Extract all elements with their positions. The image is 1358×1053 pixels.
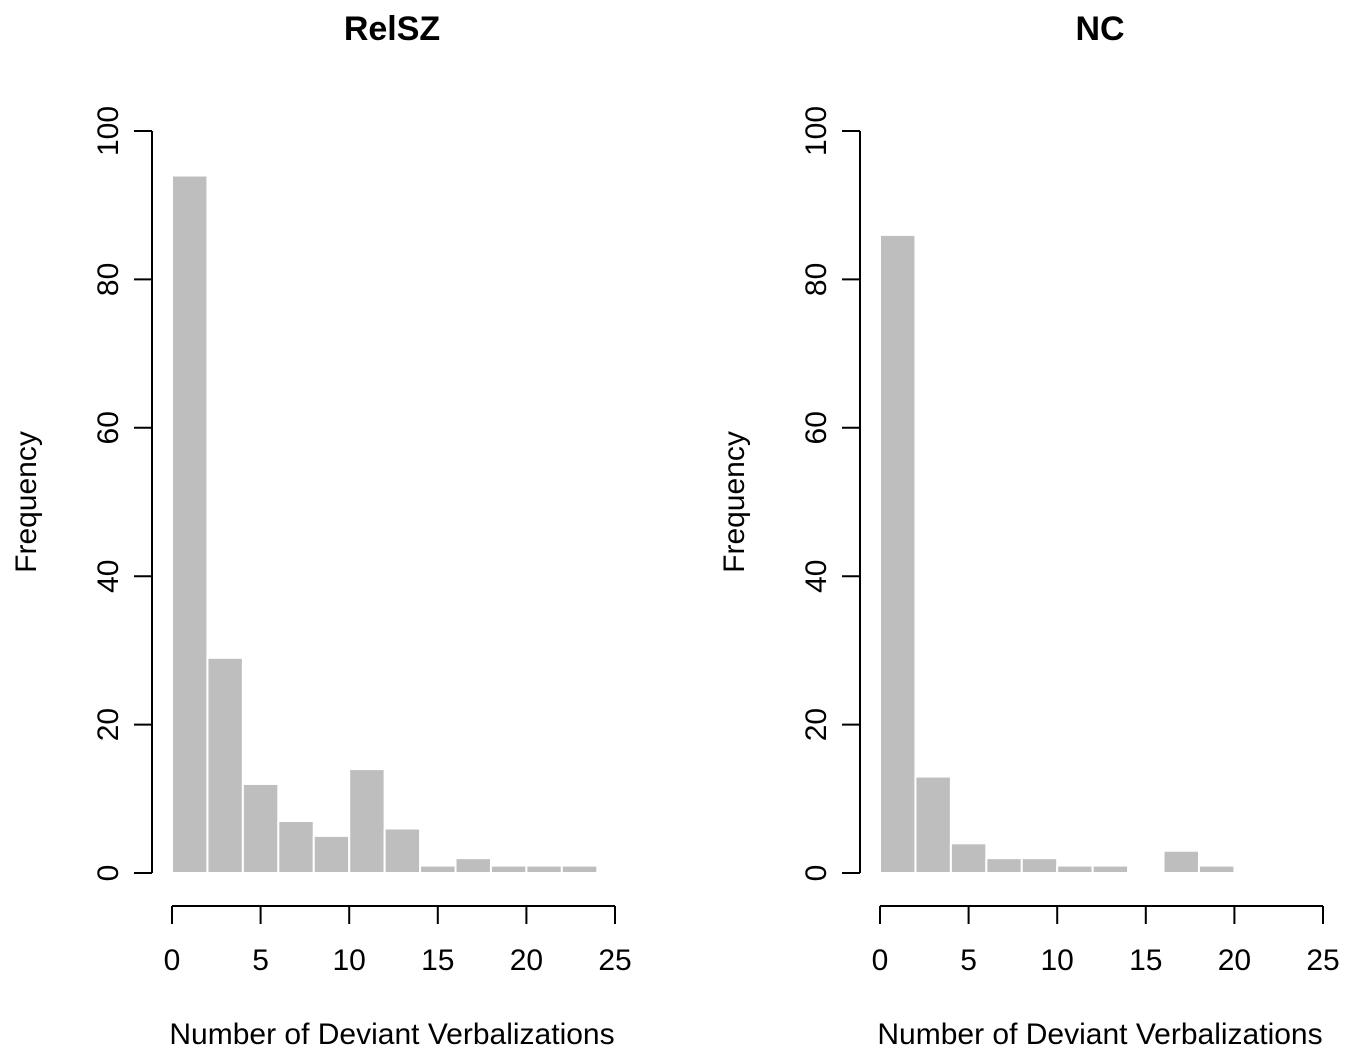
nc-x-tick-label-10: 10	[1041, 944, 1074, 977]
nc-x-axis: 0 5 10 15 20 25	[872, 905, 1340, 977]
relsz-x-axis-label: Number of Deviant Verbalizations	[169, 1018, 614, 1051]
nc-bar-8-10	[1020, 857, 1059, 874]
nc-x-tick-label-25: 25	[1306, 944, 1339, 977]
relsz-bar-8-10	[312, 834, 351, 875]
nc-x-tick-label-20: 20	[1218, 944, 1251, 977]
relsz-bar-20-22	[525, 864, 563, 875]
relsz-y-tick-label-20: 20	[92, 708, 125, 741]
relsz-bar-16-18	[454, 857, 492, 874]
relsz-y-tick-label-100: 100	[92, 106, 125, 156]
nc-x-tick-label-15: 15	[1129, 944, 1162, 977]
relsz-bar-12-14	[383, 827, 422, 874]
nc-x-tick-label-5: 5	[960, 944, 977, 977]
nc-x-axis-label: Number of Deviant Verbalizations	[877, 1018, 1322, 1051]
nc-x-tick-label-0: 0	[872, 944, 889, 977]
relsz-x-axis: 0 5 10 15 20 25	[164, 905, 632, 977]
relsz-bar-0-2	[171, 174, 209, 874]
nc-bar-6-8	[985, 857, 1023, 874]
nc-y-tick-label-60: 60	[800, 411, 833, 444]
nc-y-tick-label-20: 20	[800, 708, 833, 741]
relsz-bar-4-6	[241, 782, 280, 875]
relsz-chart-title: RelSZ	[344, 10, 440, 48]
nc-bar-2-4	[914, 775, 952, 874]
relsz-y-axis-label: Frequency	[10, 431, 43, 573]
relsz-x-tick-label-25: 25	[598, 944, 631, 977]
relsz-bar-2-4	[206, 656, 244, 874]
nc-y-axis-label: Frequency	[718, 431, 751, 573]
relsz-x-tick-label-20: 20	[510, 944, 543, 977]
nc-bars	[879, 233, 1236, 875]
nc-y-tick-label-80: 80	[800, 263, 833, 296]
relsz-bars	[171, 174, 599, 875]
nc-y-axis: 0 20 40 60 80 100	[800, 106, 861, 882]
relsz-x-tick-label-15: 15	[421, 944, 454, 977]
nc-bar-0-2	[879, 233, 917, 874]
nc-bar-4-6	[949, 842, 988, 875]
relsz-y-tick-label-0: 0	[92, 865, 125, 882]
relsz-y-tick-label-40: 40	[92, 560, 125, 593]
nc-chart-title: NC	[1075, 10, 1124, 48]
relsz-bar-6-8	[277, 820, 315, 874]
relsz-bar-18-20	[489, 864, 528, 875]
nc-y-tick-label-100: 100	[800, 106, 833, 156]
relsz-x-tick-label-0: 0	[164, 944, 181, 977]
relsz-histogram-panel: RelSZ Frequency Number of Deviant Verbal…	[10, 10, 632, 1051]
nc-y-tick-label-40: 40	[800, 560, 833, 593]
relsz-bar-22-24	[560, 864, 599, 875]
nc-bar-18-20	[1197, 864, 1236, 875]
relsz-y-tick-label-60: 60	[92, 411, 125, 444]
nc-bar-10-12	[1056, 864, 1094, 875]
relsz-bar-10-12	[348, 768, 386, 874]
relsz-y-axis: 0 20 40 60 80 100	[92, 106, 153, 882]
relsz-x-tick-label-10: 10	[333, 944, 366, 977]
nc-histogram-panel: NC Frequency Number of Deviant Verbaliza…	[718, 10, 1340, 1051]
nc-bar-16-18	[1162, 849, 1200, 874]
relsz-y-tick-label-80: 80	[92, 263, 125, 296]
relsz-bar-14-16	[419, 864, 457, 875]
relsz-x-tick-label-5: 5	[252, 944, 269, 977]
nc-bar-12-14	[1091, 864, 1130, 875]
nc-y-tick-label-0: 0	[800, 865, 833, 882]
